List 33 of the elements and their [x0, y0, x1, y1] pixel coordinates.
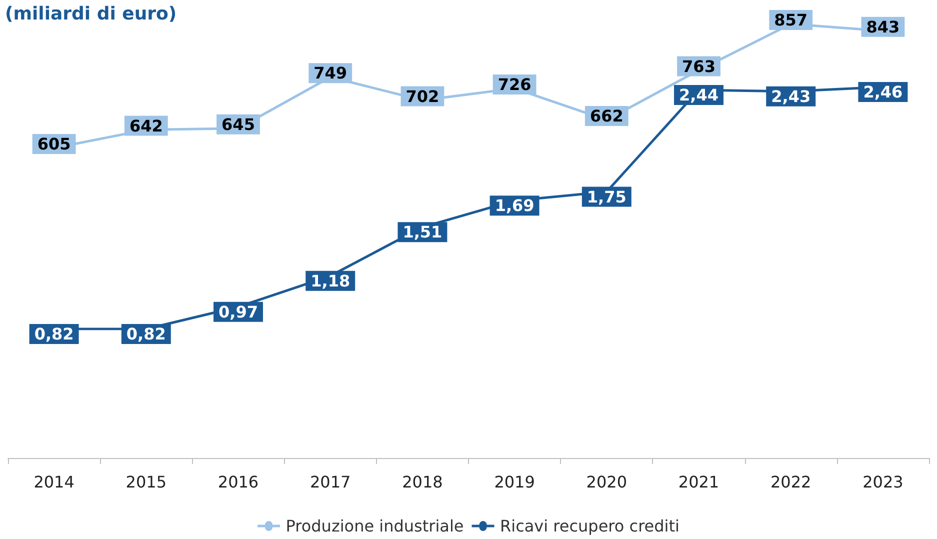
data-label: 763	[682, 56, 716, 76]
data-label: 1,18	[310, 271, 350, 290]
x-tick-label: 2016	[218, 472, 259, 492]
data-label: 1,75	[586, 187, 626, 206]
data-label: 662	[590, 106, 624, 126]
legend-label: Ricavi recupero crediti	[500, 516, 680, 536]
x-tick-label: 2018	[402, 472, 443, 492]
data-label: 2,43	[771, 86, 811, 106]
data-label: 0,82	[126, 324, 166, 344]
data-label: 1,69	[494, 196, 534, 216]
data-label: 2,46	[863, 82, 903, 102]
data-label: 749	[314, 64, 348, 83]
chart-title: (miliardi di euro)	[5, 4, 177, 24]
x-tick-label: 2020	[586, 472, 628, 492]
x-tick-label: 2014	[34, 472, 74, 492]
legend-label: Produzione industriale	[286, 516, 464, 536]
data-label: 857	[774, 10, 808, 30]
x-tick-label: 2017	[310, 472, 351, 492]
x-tick-label: 2015	[126, 472, 167, 492]
data-label: 726	[498, 74, 532, 94]
data-label: 642	[129, 116, 163, 136]
data-label: 843	[866, 17, 900, 36]
x-tick-label: 2021	[678, 472, 720, 492]
x-tick-label: 2022	[770, 472, 812, 492]
x-tick-label: 2023	[862, 472, 904, 492]
data-label: 605	[37, 134, 71, 154]
x-tick-label: 2019	[494, 472, 535, 492]
data-label: 0,82	[34, 324, 74, 344]
data-label: 1,51	[402, 222, 442, 242]
data-label: 645	[222, 114, 255, 134]
data-label: 702	[406, 86, 440, 106]
data-label: 0,97	[218, 302, 258, 322]
data-label: 2,44	[679, 85, 718, 104]
